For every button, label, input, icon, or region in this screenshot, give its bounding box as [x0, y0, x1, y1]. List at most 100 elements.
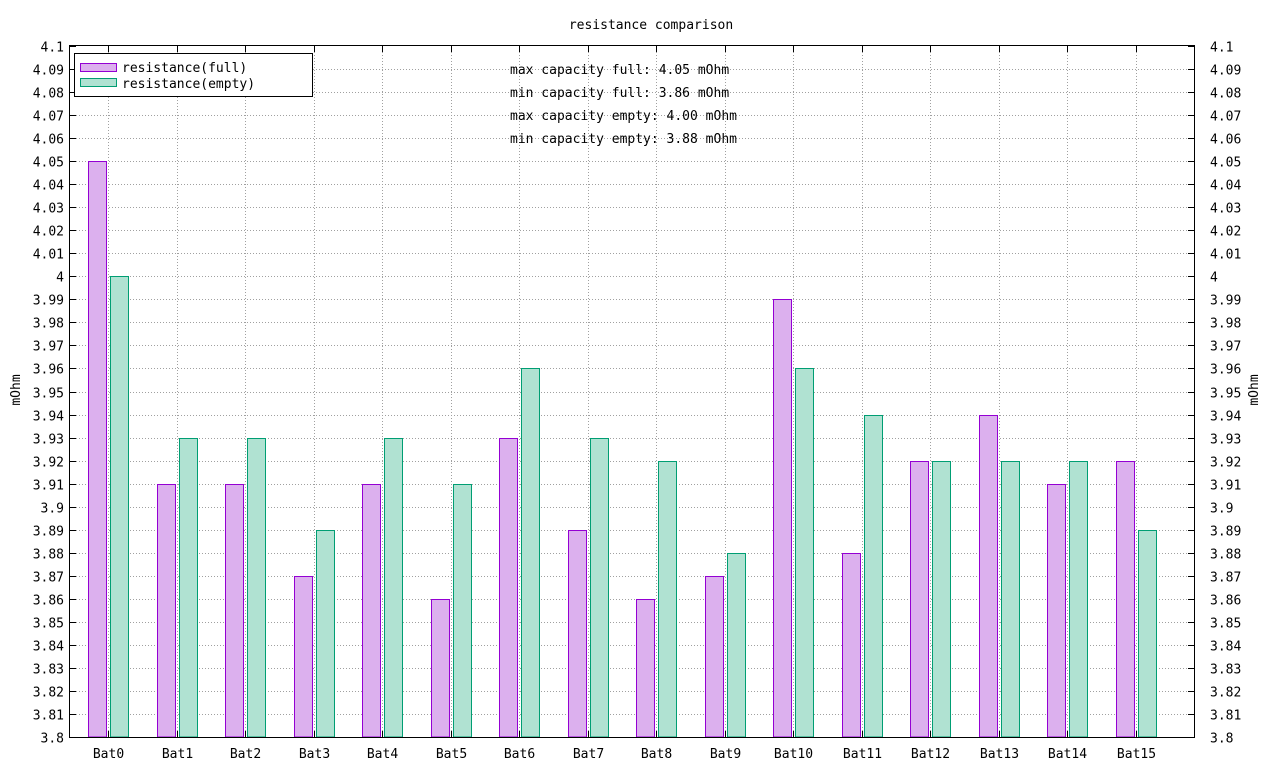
y-tick-label-right: 4.05 [1210, 156, 1241, 171]
y-tick-label-left: 3.89 [33, 525, 64, 540]
bar-empty-bat8 [658, 461, 677, 738]
x-tick-label: Bat2 [230, 747, 261, 762]
y-tick-label-right: 3.95 [1210, 387, 1241, 402]
y-tick-label-right: 4.07 [1210, 110, 1241, 125]
y-tick-label-left: 4.07 [33, 110, 64, 125]
y-tick-label-left: 4.08 [33, 87, 64, 102]
y-tick-label-right: 3.83 [1210, 663, 1241, 678]
bar-empty-bat14 [1069, 461, 1088, 738]
y-tick-label-left: 3.94 [33, 410, 64, 425]
y-tick-label-right: 3.84 [1210, 640, 1241, 655]
y-tick-label-left: 4.09 [33, 64, 64, 79]
y-tick-label-left: 4.03 [33, 202, 64, 217]
plot-frame [69, 45, 1195, 738]
bar-full-bat1 [157, 484, 176, 738]
x-tick-label: Bat8 [641, 747, 672, 762]
bar-full-bat5 [431, 599, 450, 738]
y-tick-label-right: 4.09 [1210, 64, 1241, 79]
annotation-min-full: min capacity full: 3.86 mOhm [510, 86, 729, 101]
y-tick-label-left: 4.06 [33, 133, 64, 148]
y-tick-label-left: 3.96 [33, 363, 64, 378]
bar-empty-bat15 [1138, 530, 1157, 738]
y-tick-label-left: 3.98 [33, 317, 64, 332]
legend: resistance(full) resistance(empty) [74, 53, 313, 97]
y-tick-label-right: 3.92 [1210, 456, 1241, 471]
y-tick-label-left: 3.99 [33, 294, 64, 309]
y-tick-label-right: 4.01 [1210, 248, 1241, 263]
bar-empty-bat0 [110, 276, 129, 738]
y-tick-label-right: 3.82 [1210, 686, 1241, 701]
y-tick-labels-right: 3.8 3.81 3.82 3.83 3.84 3.85 3.86 3.87 3.88 3.89 3… [1210, 41, 1241, 747]
y-tick-label-left: 4.04 [33, 179, 64, 194]
y-tick-label-left: 3.9 [41, 502, 64, 517]
y-tick-label-left: 3.93 [33, 433, 64, 448]
legend-box [74, 53, 313, 97]
y-tick-label-left: 4.01 [33, 248, 64, 263]
y-tick-label-left: 3.84 [33, 640, 64, 655]
legend-swatch-full [80, 63, 117, 72]
y-axis-label-left: mOhm [9, 374, 24, 405]
bar-empty-bat10 [795, 368, 814, 738]
bar-empty-bat4 [384, 438, 403, 738]
y-tick-label-left: 3.82 [33, 686, 64, 701]
y-tick-label-right: 3.91 [1210, 479, 1241, 494]
y-tick-label-right: 3.88 [1210, 548, 1241, 563]
bars [88, 161, 1157, 738]
x-tick-labels: Bat0 Bat1 Bat2 Bat3 Bat4 Bat5 Bat6 Bat7 Bat8 Bat9… [93, 747, 1156, 762]
bar-empty-bat7 [590, 438, 609, 738]
y-tick-label-left: 3.97 [33, 340, 64, 355]
y-tick-label-left: 3.8 [41, 732, 64, 747]
x-tick-label: Bat13 [980, 747, 1019, 762]
y-tick-label-left: 3.88 [33, 548, 64, 563]
bar-full-bat7 [568, 530, 587, 738]
bar-empty-bat1 [179, 438, 198, 738]
y-tick-labels-left: 3.8 3.81 3.82 3.83 3.84 3.85 3.86 3.87 3.88 3.89 3… [33, 41, 64, 747]
bar-full-bat6 [499, 438, 518, 738]
bar-full-bat13 [979, 415, 998, 738]
annotation-max-empty: max capacity empty: 4.00 mOhm [510, 109, 737, 124]
bar-full-bat2 [225, 484, 244, 738]
y-tick-label-left: 3.92 [33, 456, 64, 471]
y-axis-label-right: mOhm [1247, 374, 1262, 405]
y-tick-label-left: 4.05 [33, 156, 64, 171]
y-tick-label-right: 3.93 [1210, 433, 1241, 448]
y-tick-label-right: 3.8 [1210, 732, 1233, 747]
ticks [70, 46, 1194, 738]
bar-empty-bat11 [864, 415, 883, 738]
y-tick-label-right: 4 [1210, 271, 1218, 286]
x-tick-label: Bat1 [162, 747, 193, 762]
y-tick-label-right: 3.94 [1210, 410, 1241, 425]
chart-title: resistance comparison [569, 18, 733, 33]
bar-empty-bat5 [453, 484, 472, 738]
bar-empty-bat12 [932, 461, 951, 738]
bar-full-bat11 [842, 553, 861, 738]
x-tick-label: Bat14 [1048, 747, 1087, 762]
y-tick-label-right: 4.02 [1210, 225, 1241, 240]
legend-label-full: resistance(full) [122, 61, 247, 76]
y-tick-label-left: 3.85 [33, 617, 64, 632]
x-tick-label: Bat11 [843, 747, 882, 762]
y-tick-label-right: 4.06 [1210, 133, 1241, 148]
y-tick-label-right: 3.98 [1210, 317, 1241, 332]
bar-full-bat15 [1116, 461, 1135, 738]
bar-full-bat12 [910, 461, 929, 738]
bar-empty-bat3 [316, 530, 335, 738]
y-tick-label-right: 3.96 [1210, 363, 1241, 378]
bar-full-bat14 [1047, 484, 1066, 738]
y-tick-label-left: 3.87 [33, 571, 64, 586]
annotation-max-full: max capacity full: 4.05 mOhm [510, 63, 729, 78]
bar-empty-bat13 [1001, 461, 1020, 738]
bar-full-bat8 [636, 599, 655, 738]
y-tick-label-right: 4.08 [1210, 87, 1241, 102]
bar-full-bat10 [773, 299, 792, 738]
annotation-min-empty: min capacity empty: 3.88 mOhm [510, 132, 737, 147]
x-tick-label: Bat0 [93, 747, 124, 762]
x-tick-label: Bat9 [710, 747, 741, 762]
y-tick-label-left: 3.83 [33, 663, 64, 678]
x-tick-label: Bat12 [911, 747, 950, 762]
bar-empty-bat6 [521, 368, 540, 738]
bar-empty-bat2 [247, 438, 266, 738]
y-tick-label-right: 3.87 [1210, 571, 1241, 586]
y-tick-label-right: 4.03 [1210, 202, 1241, 217]
